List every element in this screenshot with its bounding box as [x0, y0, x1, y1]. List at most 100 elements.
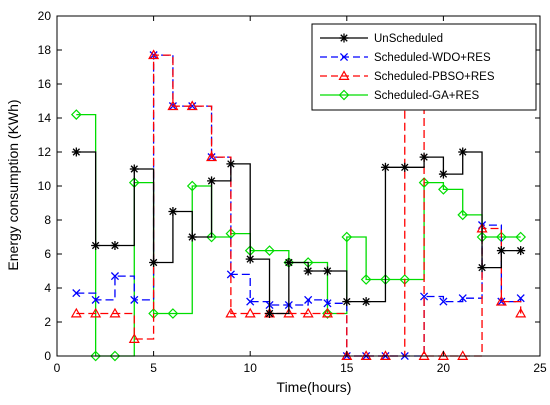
- y-tick-label: 6: [44, 247, 51, 261]
- y-tick-label: 8: [44, 213, 51, 227]
- data-point-0-7: [207, 176, 217, 186]
- data-point-2-23: [515, 307, 527, 318]
- plot-frame: [56, 15, 541, 357]
- data-point-0-18: [419, 152, 429, 162]
- data-point-0-22: [496, 246, 506, 256]
- y-tick-label: 20: [38, 9, 52, 23]
- data-point-2-6: [186, 100, 198, 111]
- data-point-2-22: [495, 295, 507, 306]
- legend-marker-2: [338, 70, 350, 80]
- data-point-0-1: [91, 241, 101, 250]
- data-point-2-8: [225, 307, 237, 318]
- data-point-0-20: [458, 147, 468, 157]
- data-point-0-14: [342, 297, 352, 307]
- data-point-0-15: [361, 297, 371, 307]
- y-tick-label: 0: [44, 349, 51, 363]
- data-point-2-1: [90, 307, 102, 318]
- x-tick-label: 10: [244, 361, 258, 375]
- data-point-2-13: [321, 307, 334, 318]
- y-tick-label: 2: [44, 315, 51, 329]
- data-point-1-0: [72, 289, 81, 298]
- data-point-0-19: [438, 169, 448, 179]
- data-point-2-12: [302, 307, 314, 318]
- data-point-2-18: [418, 350, 430, 360]
- data-point-2-3: [128, 333, 140, 343]
- data-point-3-7: [206, 231, 217, 243]
- data-point-2-16: [379, 350, 391, 360]
- data-point-1-12: [304, 295, 313, 304]
- data-point-1-22: [497, 297, 506, 306]
- data-point-0-2: [110, 241, 120, 250]
- x-axis-label: Time(hours): [277, 379, 352, 395]
- legend-marker-0: [339, 33, 349, 43]
- data-point-0-0: [71, 147, 81, 157]
- x-tick-label: 25: [533, 361, 547, 375]
- x-tick-label: 15: [340, 361, 354, 375]
- data-point-2-19: [437, 350, 449, 360]
- data-point-2-4: [148, 49, 160, 60]
- data-point-0-16: [380, 162, 390, 172]
- data-point-0-8: [226, 159, 236, 169]
- data-point-0-17: [400, 162, 410, 172]
- data-point-0-23: [516, 246, 526, 256]
- data-point-2-20: [457, 350, 469, 360]
- data-point-1-1: [91, 295, 100, 304]
- data-point-1-8: [226, 270, 235, 279]
- y-tick-label: 4: [44, 281, 51, 295]
- data-point-2-7: [206, 151, 218, 162]
- data-point-0-12: [303, 266, 313, 276]
- y-axis-label: Energy consumption (KWh): [5, 99, 21, 270]
- y-tick-label: 18: [38, 43, 52, 57]
- data-point-0-5: [168, 207, 178, 216]
- data-point-3-1: [90, 350, 101, 362]
- legend-label-1: Scheduled-WDO+RES: [374, 52, 491, 64]
- data-point-1-6: [188, 102, 197, 111]
- data-point-2-9: [244, 307, 256, 318]
- data-point-2-0: [70, 307, 82, 318]
- y-tick-label: 14: [38, 111, 52, 125]
- data-point-0-11: [284, 258, 294, 267]
- data-point-3-15: [360, 274, 372, 285]
- data-point-3-13: [322, 308, 333, 319]
- data-point-3-2: [109, 350, 121, 362]
- data-point-1-3: [130, 295, 139, 304]
- data-point-0-6: [187, 232, 197, 242]
- data-point-1-20: [458, 294, 467, 303]
- legend: UnScheduled Scheduled-WDO+RES Scheduled-PB…: [311, 23, 537, 111]
- data-point-2-14: [341, 350, 353, 360]
- data-point-1-13: [323, 299, 332, 308]
- data-point-3-6: [186, 180, 198, 192]
- x-tick-label: 5: [150, 361, 157, 375]
- legend-label-2: Scheduled-PBSO+RES: [374, 71, 495, 83]
- x-tick-label: 20: [437, 361, 451, 375]
- data-point-1-2: [110, 272, 120, 281]
- data-point-3-10: [264, 245, 275, 256]
- data-point-3-14: [341, 231, 353, 243]
- data-point-1-19: [439, 297, 448, 306]
- data-point-1-9: [246, 297, 255, 306]
- data-point-2-2: [109, 307, 121, 318]
- series-line-0: [76, 151, 521, 315]
- data-point-3-5: [167, 308, 179, 319]
- data-point-3-18: [418, 177, 430, 188]
- series-line-1: [76, 54, 522, 357]
- data-point-0-10: [265, 309, 275, 318]
- data-point-1-18: [420, 292, 429, 301]
- legend-marker-1: [339, 52, 349, 62]
- data-point-3-19: [438, 184, 449, 195]
- data-point-1-23: [516, 294, 525, 303]
- data-point-2-15: [360, 350, 372, 360]
- x-tick-label: 0: [54, 361, 61, 375]
- data-point-2-5: [167, 100, 179, 111]
- data-point-0-21: [477, 263, 487, 273]
- data-point-3-23: [515, 231, 527, 243]
- data-point-0-13: [322, 266, 332, 276]
- legend-marker-3: [338, 89, 350, 101]
- legend-label-3: Scheduled-GA+RES: [374, 90, 479, 102]
- y-tick-label: 12: [38, 145, 52, 159]
- data-point-0-3: [129, 164, 139, 174]
- series-line-3: [76, 113, 521, 357]
- legend-label-0: UnScheduled: [374, 33, 443, 45]
- data-point-3-0: [70, 109, 82, 120]
